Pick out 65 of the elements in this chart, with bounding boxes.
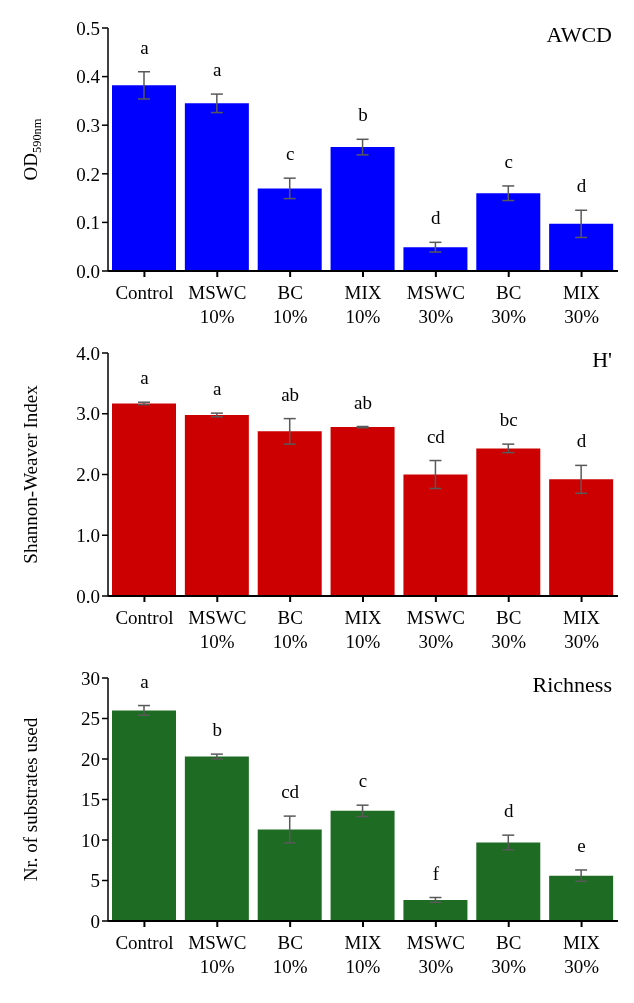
- x-tick-label: MIX 30%: [563, 282, 601, 327]
- x-tick-label: MIX 10%: [344, 607, 382, 652]
- y-tick-label: 0.2: [76, 163, 100, 185]
- y-tick-label: 0.4: [76, 66, 101, 88]
- y-axis-title: Shannon-Weaver Index: [19, 384, 41, 564]
- annotation: d: [503, 800, 514, 822]
- annotation: d: [576, 175, 587, 197]
- y-axis-title: Nr. of substrates used: [19, 717, 41, 882]
- x-tick-label: MSWC 10%: [188, 282, 247, 327]
- x-tick-label: BC 10%: [272, 607, 308, 652]
- y-tick-label: 2.0: [76, 464, 100, 486]
- annotation: a: [213, 59, 223, 81]
- x-tick-label: BC 30%: [491, 932, 527, 977]
- chart-title: H': [592, 347, 612, 373]
- x-tick-label: MIX 30%: [563, 932, 601, 977]
- annotation: d: [576, 430, 587, 452]
- x-tick-label: BC 10%: [272, 282, 308, 327]
- y-tick-label: 0.1: [76, 212, 100, 234]
- x-tick-label: MSWC 30%: [406, 607, 465, 652]
- x-tick-label: MSWC 10%: [188, 607, 247, 652]
- annotation: a: [140, 36, 150, 58]
- x-tick-label: BC 10%: [272, 932, 308, 977]
- annotation: a: [140, 670, 150, 692]
- y-tick-label: 30: [81, 667, 100, 689]
- annotation: bc: [499, 409, 518, 431]
- annotation: a: [213, 378, 223, 400]
- annotation: b: [358, 104, 368, 126]
- x-tick-label: Control: [115, 607, 174, 628]
- y-tick-label: 20: [81, 748, 100, 770]
- x-tick-label: MSWC 10%: [188, 932, 247, 977]
- y-tick-label: 0.0: [76, 260, 100, 282]
- x-tick-label: BC 30%: [491, 282, 527, 327]
- annotation: c: [358, 770, 368, 792]
- x-tick-label: BC 30%: [491, 607, 527, 652]
- annotation: c: [504, 150, 513, 172]
- chart-title: Richness: [532, 672, 612, 698]
- chart-title: AWCD: [546, 22, 612, 48]
- annotation: e: [577, 834, 586, 856]
- y-tick-label: 15: [81, 789, 100, 811]
- annotation: cd: [281, 781, 300, 803]
- y-tick-label: 0.0: [76, 585, 100, 607]
- x-tick-label: MSWC 30%: [406, 932, 465, 977]
- x-tick-label: MIX 10%: [344, 932, 382, 977]
- annotation: c: [285, 143, 295, 165]
- annotation: d: [431, 207, 442, 229]
- x-tick-label: MIX 30%: [563, 607, 601, 652]
- annotation: b: [212, 719, 223, 741]
- y-tick-label: 0.5: [76, 17, 100, 39]
- annotation: ab: [354, 391, 372, 413]
- y-tick-label: 25: [81, 708, 100, 730]
- y-tick-label: 10: [81, 829, 100, 851]
- annotation: cd: [426, 425, 446, 447]
- x-tick-label: MSWC 30%: [406, 282, 465, 327]
- y-tick-label: 5: [90, 870, 100, 892]
- annotation: a: [140, 367, 150, 389]
- y-tick-label: 0.3: [76, 114, 100, 136]
- x-tick-label: MIX 10%: [344, 282, 382, 327]
- x-tick-label: Control: [115, 282, 174, 303]
- x-tick-label: Control: [115, 932, 174, 953]
- y-tick-label: 3.0: [76, 403, 100, 425]
- annotation: f: [432, 862, 440, 884]
- y-tick-label: 4.0: [76, 342, 100, 364]
- y-tick-label: 0: [90, 910, 100, 932]
- annotation: ab: [281, 383, 300, 405]
- y-tick-label: 1.0: [76, 524, 100, 546]
